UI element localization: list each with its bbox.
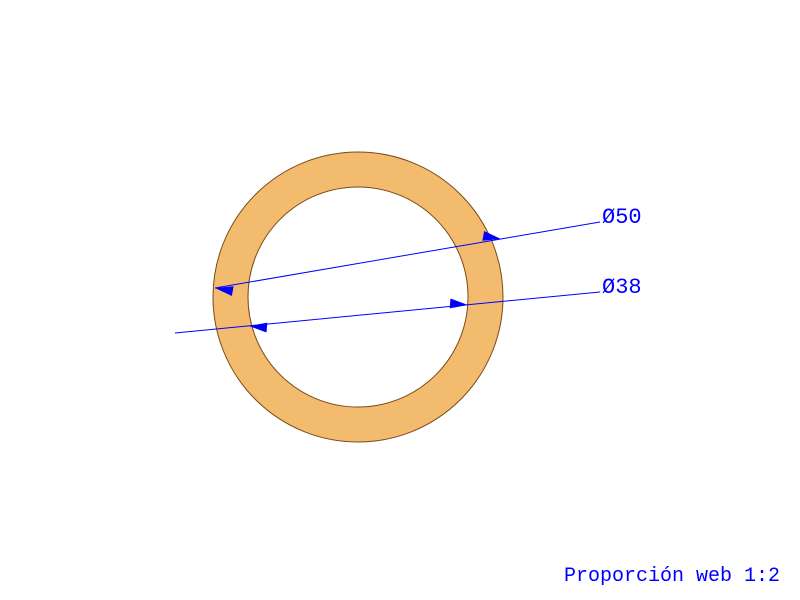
scale-footer: Proporción web 1:2 [564,565,780,588]
dimension-arrowhead [450,298,468,308]
dimension-line-outer [215,222,600,288]
diagram-svg [0,0,800,600]
dimension-label-outer: Ø50 [602,205,642,230]
diagram-canvas: Ø50 Ø38 Proporción web 1:2 [0,0,800,600]
dimension-label-inner: Ø38 [602,275,642,300]
ring-profile [213,152,503,442]
